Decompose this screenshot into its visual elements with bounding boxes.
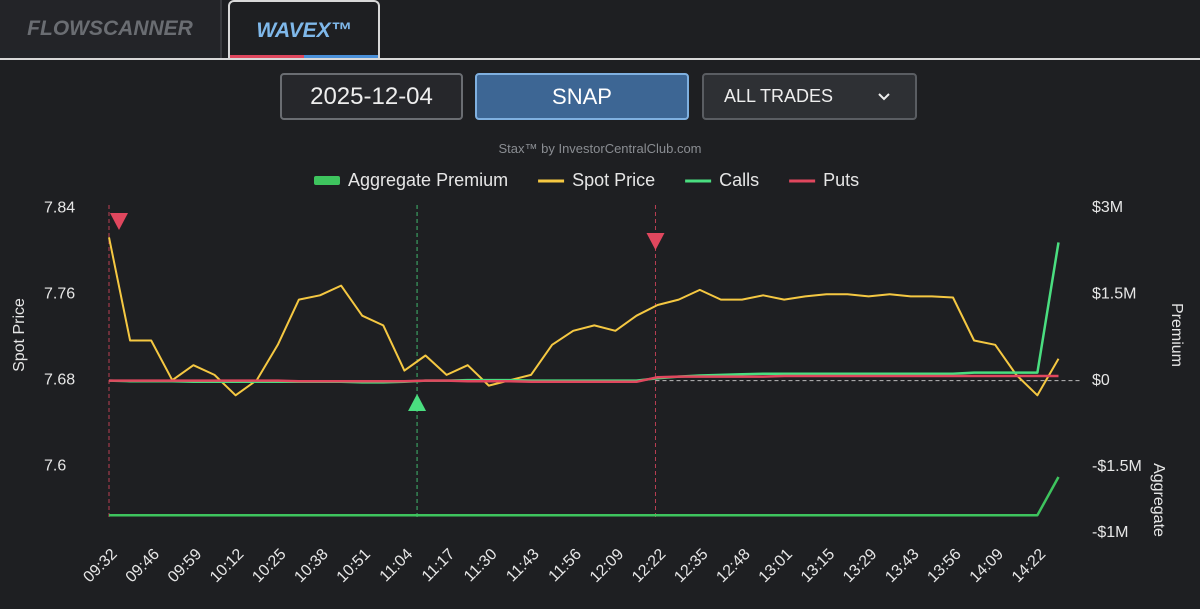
filter-select[interactable]: ALL TRADES	[702, 73, 917, 120]
x-tick-label: 14:09	[967, 546, 1007, 586]
series-line	[108, 242, 1060, 384]
legend-label: Calls	[719, 170, 759, 190]
legend-label: Aggregate Premium	[348, 170, 508, 190]
signal-marker	[110, 213, 128, 230]
series-line	[109, 374, 1059, 384]
signal-marker	[646, 233, 665, 250]
x-tick-label: 12:22	[629, 546, 669, 586]
x-tick-label: 12:35	[671, 546, 711, 586]
x-tick-label: 10:51	[334, 546, 374, 586]
chevron	[878, 93, 890, 101]
x-tick-label: 11:43	[503, 546, 543, 586]
y-tick-label: 7.84	[44, 199, 75, 216]
filter-text: ALL TRADES	[724, 86, 834, 106]
tab-active[interactable]: WAVEX™	[228, 0, 380, 58]
y2-axis-title: Premium	[1168, 303, 1185, 367]
y-tick-label: 7.6	[44, 457, 66, 474]
x-tick-label: 11:56	[546, 546, 586, 586]
y-tick-label: 7.76	[44, 285, 75, 302]
y2-tick-label: -$1.5M	[1092, 458, 1142, 475]
y-tick-label: 7.68	[44, 371, 75, 388]
x-tick-label: 12:48	[713, 546, 753, 586]
credit: Stax™ by InvestorCentralClub.com	[498, 141, 702, 156]
x-tick-label: 10:25	[249, 546, 289, 586]
y2-tick-label: $1.5M	[1092, 285, 1136, 302]
x-tick-label: 09:32	[80, 546, 120, 586]
x-tick-label: 12:09	[587, 546, 627, 586]
x-tick-label: 13:01	[756, 546, 796, 586]
legend-label: Puts	[823, 170, 859, 190]
x-tick-label: 13:15	[798, 546, 838, 586]
legend-swatch	[314, 176, 340, 185]
x-tick-label: 11:17	[419, 546, 459, 586]
x-tick-label: 09:46	[123, 546, 163, 586]
x-tick-label: 14:22	[1009, 546, 1049, 586]
series-line	[108, 237, 1060, 397]
signal-marker	[408, 394, 427, 411]
y-axis-title: Spot Price	[11, 298, 28, 372]
x-tick-label: 10:38	[291, 546, 331, 586]
tab-bar: FLOWSCANNER WAVEX™	[0, 0, 1200, 60]
y2-tick-label: $3M	[1092, 199, 1123, 216]
y3-axis-title: Aggregate	[1150, 463, 1167, 537]
y2-tick-label: $0	[1092, 372, 1110, 389]
snap-button[interactable]: SNAP	[475, 73, 689, 120]
x-tick-label: 09:59	[165, 546, 205, 586]
legend-label: Spot Price	[572, 170, 655, 190]
y3-tick-label: -$1M	[1092, 524, 1128, 541]
x-tick-label: 13:56	[924, 546, 964, 586]
series-line	[109, 476, 1060, 517]
x-tick-label: 13:43	[882, 546, 922, 586]
x-tick-label: 13:29	[840, 546, 880, 586]
x-tick-label: 11:30	[461, 546, 501, 586]
x-tick-label: 10:12	[207, 546, 247, 586]
date-input[interactable]: 2025-12-04	[280, 73, 463, 120]
x-tick-label: 11:04	[377, 546, 417, 586]
tab[interactable]: FLOWSCANNER	[0, 0, 222, 58]
